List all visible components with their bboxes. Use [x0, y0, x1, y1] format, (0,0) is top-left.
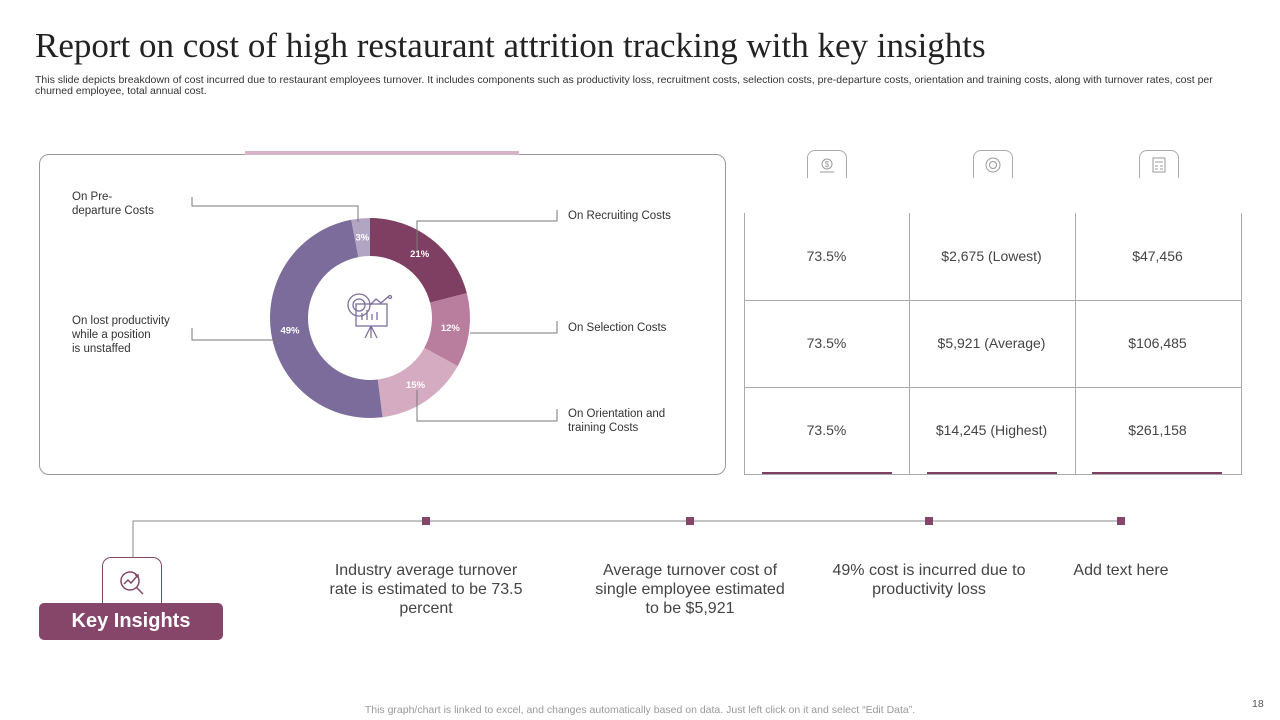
analytics-magnifier-icon	[102, 557, 162, 607]
label-selection: On Selection Costs	[568, 322, 667, 334]
col-accent	[927, 472, 1057, 474]
row-divider	[744, 300, 1241, 301]
slice-label: 15%	[406, 380, 426, 391]
donut-slice[interactable]	[270, 219, 383, 418]
slice-label: 12%	[441, 323, 461, 334]
donut-slice[interactable]	[377, 347, 458, 418]
col-accent	[762, 472, 892, 474]
table-cell: $261,158	[1128, 422, 1187, 438]
insight-3: 49% cost is incurred due to productivity…	[832, 562, 1026, 598]
table-cell: $47,456	[1132, 248, 1183, 264]
row-divider	[744, 387, 1241, 388]
table-cell: $2,675 (Lowest)	[941, 248, 1042, 264]
slice-label: 21%	[410, 249, 430, 260]
header-total-annual-cost: Total Annual Cost	[1114, 186, 1202, 219]
table-cell: 73.5%	[806, 422, 847, 438]
presentation-chart-icon	[347, 293, 393, 339]
svg-text:$: $	[825, 160, 830, 169]
gear-cycle-icon	[973, 150, 1013, 178]
key-insights-label: Key Insights	[39, 603, 223, 640]
donut-slice[interactable]	[370, 218, 467, 303]
table-cell: $5,921 (Average)	[937, 335, 1046, 351]
table-cell: $14,245 (Highest)	[935, 422, 1048, 438]
header-turnover-rate: Turnover Rate	[797, 186, 857, 219]
donut-slice[interactable]	[351, 218, 370, 258]
insight-2: Average turnover cost of single employee…	[595, 562, 785, 617]
col-accent	[1092, 472, 1222, 474]
col-divider	[909, 213, 910, 474]
page-number: 18	[1252, 698, 1264, 710]
insight-1: Industry average turnover rate is estima…	[329, 562, 523, 617]
insight-4[interactable]: Add text here	[1073, 562, 1169, 579]
label-pre-departure: On Pre- departure Costs	[72, 191, 154, 217]
page-subtitle: This slide depicts breakdown of cost inc…	[35, 74, 1213, 97]
donut-slice[interactable]	[424, 293, 471, 367]
calculator-icon	[1139, 150, 1179, 178]
table-cell: $106,485	[1128, 335, 1187, 351]
label-recruiting: On Recruiting Costs	[568, 210, 671, 222]
cost-table	[744, 213, 1242, 475]
table-cell: 73.5%	[806, 335, 847, 351]
page-title: Report on cost of high restaurant attrit…	[35, 26, 986, 65]
slice-label: 49%	[280, 326, 300, 337]
panel-accent-bar	[245, 151, 519, 155]
col-divider	[1075, 213, 1076, 474]
header-cost-per-churned: Cost Per Churned Employee	[932, 186, 1052, 219]
label-lost-productivity: On lost productivity while a position is…	[72, 315, 170, 355]
money-bag-hand-icon: $	[807, 150, 847, 178]
table-cell: 73.5%	[806, 248, 847, 264]
leader-lines	[191, 197, 558, 422]
slice-label: 3%	[356, 232, 370, 243]
label-orientation: On Orientation and training Costs	[568, 408, 666, 434]
footer-note: This graph/chart is linked to excel, and…	[364, 704, 916, 716]
